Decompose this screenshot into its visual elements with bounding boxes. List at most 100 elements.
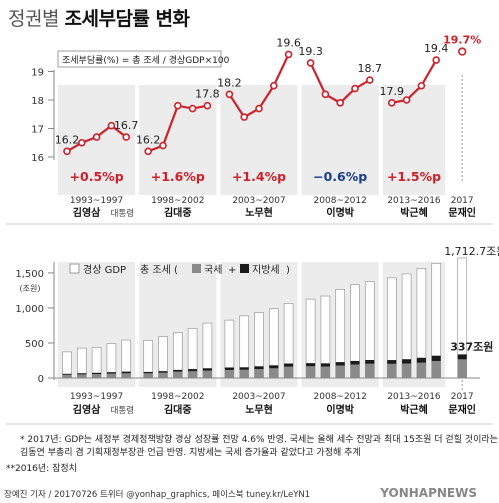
footnote-3: **2016년: 잠정치 [6, 464, 77, 474]
period-name-bottom-1: 김대중 [164, 403, 192, 416]
period-name-top-2: 노무현 [245, 206, 273, 219]
series-line-4 [391, 59, 438, 104]
line-point-2011 [351, 84, 359, 93]
line-point-2013 [387, 99, 396, 107]
line-ytick-label-16: 16 [31, 153, 44, 164]
bar-local-2012 [365, 359, 375, 364]
point-label-2017: 19.7% [443, 34, 481, 47]
period-range-bottom-3: 2008~2012 [314, 392, 367, 402]
period-range-bottom-4: 2013~2016 [387, 392, 441, 402]
line-point-2009 [321, 90, 330, 99]
title-light: 정권별 [8, 8, 59, 30]
bar-local-2017 [457, 354, 467, 360]
bar-ytick-label-1000: 1,000 [15, 304, 44, 315]
legend-local-swatch [240, 264, 249, 273]
legend-national-swatch [192, 264, 201, 273]
bar-local-2001 [188, 369, 198, 372]
bar-national-2013 [387, 363, 397, 378]
line-ytick-label-17: 17 [31, 125, 44, 136]
bar-national-1996 [106, 373, 116, 378]
period-name-bottom-3: 이명박 [326, 403, 354, 416]
period-range-top-1: 1998~2002 [151, 196, 204, 206]
bar-local-1995 [92, 372, 102, 375]
period-name-bottom-5: 문재인 [448, 403, 476, 416]
line-point-1993 [63, 147, 71, 156]
period-range-top-3: 2008~2012 [314, 196, 367, 206]
legend-sep: + [228, 265, 236, 276]
line-point-1994 [78, 138, 86, 147]
bar-national-2000 [173, 371, 183, 378]
point-label-2007: 19.6 [276, 36, 301, 49]
bar-local-2015 [416, 357, 426, 363]
line-point-1998 [144, 147, 152, 156]
bar-local-1999 [158, 371, 168, 373]
line-ytick-label-19: 19 [31, 68, 44, 79]
bar-local-2016 [431, 355, 441, 361]
change-label-1: +1.6%p [151, 169, 205, 184]
line-point-2006 [269, 81, 278, 90]
period-name-bottom-2: 노무현 [245, 403, 273, 416]
point-label-2012: 18.7 [358, 62, 383, 75]
period-name-top-3: 이명박 [326, 206, 354, 219]
line-point-2005 [255, 104, 263, 113]
bar-local-1993 [62, 373, 72, 375]
legend-tax-prefix: 총 조세 ( [140, 264, 178, 276]
footnote-1: * 2017년: GDP는 새정부 경제정책방향 경상 성장률 전망 4.6% … [20, 435, 498, 445]
bar-local-2003 [224, 367, 234, 370]
footnote-2: 김동연 부총리 겸 기획재정부장관 언급 반영. 지방세는 국세 증가율과 같았… [20, 448, 361, 458]
bar-national-1994 [77, 374, 87, 378]
bar-local-2000 [173, 369, 183, 372]
period-suffix-bottom-0: 대통령 [111, 405, 134, 416]
point-label-2002: 17.8 [195, 88, 220, 101]
bar-local-2010 [335, 362, 345, 366]
line-ytick-label-18: 18 [31, 96, 44, 107]
line-point-2017 [458, 47, 467, 56]
period-name-top-1: 김대중 [164, 206, 192, 219]
agency-logo: YONHAPNEWS [380, 486, 477, 500]
point-label-1998: 16.2 [136, 133, 161, 146]
line-point-2008 [306, 59, 315, 67]
change-label-4: +1.5%p [387, 169, 441, 184]
point-label-1997: 16.7 [114, 119, 139, 132]
period-range-bottom-1: 1998~2002 [151, 392, 204, 402]
bar-national-1997 [121, 373, 131, 378]
change-label-3: −0.6%p [313, 169, 367, 184]
legend-local-label: 지방세 [252, 264, 280, 276]
bar-local-2006 [269, 365, 279, 369]
bar-ytick-label-0: 0 [38, 374, 44, 385]
bar-national-2012 [365, 363, 375, 378]
line-point-2000 [174, 101, 182, 110]
period-range-top-2: 2003~2007 [232, 196, 285, 206]
bar-national-2006 [269, 368, 279, 378]
line-point-2003 [225, 90, 234, 99]
bar-national-1999 [158, 372, 168, 378]
bar-national-2008 [306, 366, 316, 378]
value-label-tax-2017: 337조원 [450, 339, 493, 353]
bar-national-2001 [188, 371, 198, 378]
period-name-bottom-4: 박근혜 [400, 403, 428, 416]
bar-local-1997 [121, 371, 131, 374]
bar-national-2007 [284, 366, 294, 378]
formula-box [57, 50, 222, 68]
line-point-2012 [365, 76, 374, 84]
credit-line: 장예진 기자 / 20170726 트위터 @yonhap_graphics, … [4, 490, 311, 500]
line-point-2015 [417, 81, 426, 90]
line-point-1997 [122, 133, 130, 141]
title-bold: 조세부담률 변화 [64, 8, 190, 30]
period-name-top-4: 박근혜 [400, 206, 428, 219]
bar-national-2003 [224, 369, 234, 378]
bar-ylabel: (조원) [20, 284, 41, 293]
bar-local-1998 [143, 371, 153, 374]
period-range-top-0: 1993~1997 [70, 196, 123, 206]
point-label-2013: 17.9 [380, 85, 405, 98]
point-label-1993: 16.2 [55, 133, 80, 146]
bar-national-1998 [143, 373, 153, 378]
bar-national-2015 [416, 362, 426, 378]
period-range-top-4: 2013~2016 [387, 196, 441, 206]
line-point-2002 [203, 101, 212, 110]
bar-local-2004 [239, 367, 249, 370]
bar-national-2011 [350, 364, 360, 378]
period-bg-top-2 [220, 85, 298, 195]
bar-national-2017 [457, 359, 467, 378]
